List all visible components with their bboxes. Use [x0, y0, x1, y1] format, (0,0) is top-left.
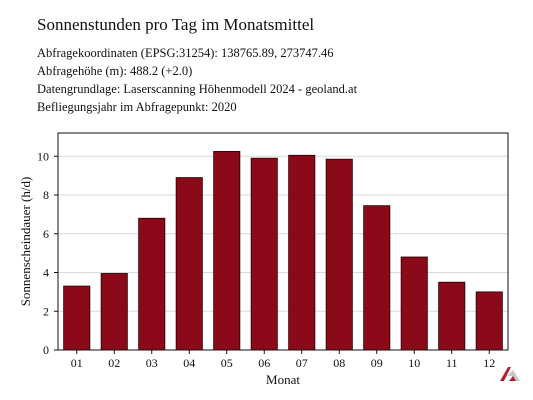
x-tick-label: 10 — [408, 356, 420, 370]
bar-11 — [438, 281, 466, 351]
x-tick-label: 01 — [71, 356, 83, 370]
bar-08 — [325, 158, 353, 351]
bar-10 — [400, 256, 428, 351]
bar-04 — [175, 177, 203, 351]
x-tick-label: 04 — [183, 356, 195, 370]
bar-06 — [250, 157, 278, 351]
x-tick-label: 02 — [108, 356, 120, 370]
bar-01 — [63, 285, 91, 351]
y-axis: 0 2 4 6 8 10 — [37, 149, 58, 357]
x-tick-label: 12 — [483, 356, 495, 370]
x-tick-label: 09 — [371, 356, 383, 370]
bar-02 — [100, 273, 128, 351]
flight-year: Befliegungsjahr im Abfragepunkt: 2020 — [37, 100, 237, 114]
y-tick-label: 0 — [43, 343, 49, 357]
bars — [63, 151, 503, 351]
bar-09 — [363, 205, 391, 351]
gridlines — [58, 155, 508, 312]
bar-05 — [213, 151, 241, 351]
y-tick-label: 6 — [43, 227, 49, 241]
y-tick-label: 2 — [43, 304, 49, 318]
data-source: Datengrundlage: Laserscanning Höhenmodel… — [37, 82, 358, 96]
geoland-logo-icon — [500, 367, 520, 381]
y-tick-label: 4 — [43, 266, 49, 280]
chart-title: Sonnenstunden pro Tag im Monatsmittel — [37, 15, 315, 34]
x-axis: 01 02 03 04 05 06 07 08 09 10 11 12 — [71, 350, 495, 370]
x-tick-label: 03 — [146, 356, 158, 370]
x-tick-label: 05 — [221, 356, 233, 370]
bar-07 — [288, 154, 316, 351]
y-tick-label: 10 — [37, 149, 49, 163]
plot-frame — [57, 132, 509, 351]
x-tick-label: 06 — [258, 356, 270, 370]
x-tick-label: 11 — [446, 356, 458, 370]
y-tick-label: 8 — [43, 188, 49, 202]
x-tick-label: 08 — [333, 356, 345, 370]
y-axis-label: Sonnenscheindauer (h/d) — [18, 177, 33, 307]
query-coordinates: Abfragekoordinaten (EPSG:31254): 138765.… — [37, 46, 334, 60]
x-axis-label: Monat — [266, 372, 300, 387]
bar-12 — [475, 291, 503, 351]
x-tick-label: 07 — [296, 356, 308, 370]
query-height: Abfragehöhe (m): 488.2 (+2.0) — [37, 64, 193, 78]
bar-03 — [138, 217, 166, 351]
